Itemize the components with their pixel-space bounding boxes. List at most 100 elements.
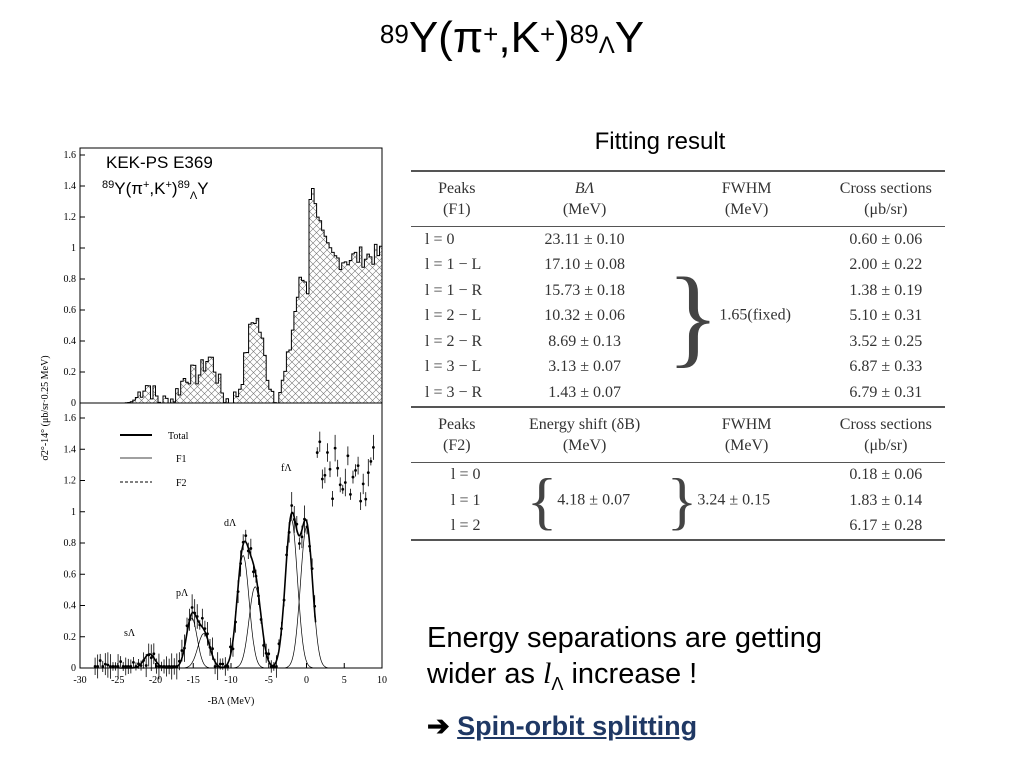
data-point [331,497,334,501]
upper-y-tick-label: 0.8 [64,274,77,285]
s1-xs-value: 0.60 ± 0.06 [849,230,923,248]
x-tick-label: -30 [73,675,86,686]
lower-y-tick-label: 0.4 [64,601,77,612]
upper-histogram [80,188,383,404]
data-point [354,468,357,472]
s1-peak: l = 1 − R [425,281,483,299]
data-point [167,665,171,668]
data-point [208,646,212,649]
data-point [216,664,220,668]
upper-y-tick-label: 0 [71,398,76,409]
data-point [170,665,174,668]
data-point [372,445,375,449]
legend-total: Total [168,431,189,442]
data-point [236,590,240,594]
data-point [252,570,255,574]
data-point [177,659,181,663]
lower-y-tick-label: 0.2 [64,632,77,643]
spectrum-figure: 1.6 1.4 1.2 1 0.8 0.6 0.4 0.2 0 1.6 1.4 1.2 1 0.8 0.6… [40,147,387,707]
s1-peak: l = 3 − R [425,383,483,401]
data-point [262,643,266,647]
x-tick-label: 5 [342,675,347,686]
data-point [318,440,322,444]
data-point [198,623,202,627]
data-point [274,665,278,668]
data-point [101,665,105,668]
data-point [359,499,363,503]
data-point [231,647,235,651]
s1-b-value: 17.10 ± 0.08 [544,256,625,274]
data-point [315,451,319,454]
data-point [341,487,345,491]
data-point [119,660,123,663]
upper-y-ticks: 1.6 1.4 1.2 1 0.8 0.6 0.4 0.2 0 [64,150,85,409]
data-point [264,651,268,655]
data-point [213,665,217,668]
data-point [244,534,248,538]
right-arrow-icon: ➔ [427,710,450,741]
data-point [126,665,130,668]
data-point [308,544,311,548]
s2-shift: {4.18 ± 0.07 [526,464,631,536]
data-point [203,627,207,631]
upper-y-tick-label: 0.2 [64,367,77,378]
data-point [200,616,204,620]
data-point [226,665,230,668]
data-point [172,665,176,668]
data-point [310,567,314,571]
s1-xs-value: 3.52 ± 0.25 [849,332,923,350]
data-point [272,665,276,668]
data-point [239,562,243,565]
s2-xs-value: 1.83 ± 0.14 [849,491,923,509]
data-point [211,647,214,651]
data-point [180,649,184,652]
lower-y-ticks: 1.6 1.4 1.2 1 0.8 0.6 0.4 0.2 0 [64,413,85,674]
data-point [313,604,317,608]
s1-xs-value: 5.10 ± 0.31 [849,307,923,325]
s1-b-value: 1.43 ± 0.07 [548,383,621,401]
data-point [149,656,153,660]
data-point [175,665,179,668]
data-point [193,611,197,615]
data-point [328,467,332,471]
data-point [351,475,355,479]
data-point [336,466,340,470]
x-tick-label: -5 [265,675,273,686]
lower-y-tick-label: 0.6 [64,569,77,580]
data-point [285,553,288,557]
data-point [269,665,273,668]
conclusion-text: Energy separations are getting wider as … [427,620,987,744]
data-point [195,615,199,618]
data-point [364,497,368,501]
lower-y-tick-label: 0.8 [64,538,77,549]
data-point [257,594,260,598]
peak-label-d: dΛ [224,518,237,529]
data-point [109,665,112,668]
s1-peak: l = 2 − R [425,332,483,350]
s2-peak: l = 2 [451,517,481,535]
conclusion-line-1: Energy separations are getting [427,622,822,654]
x-axis-label: -BΛ (MeV) [208,696,255,707]
s1-col-xs-header: Cross sections (μb/sr) [839,180,932,218]
lower-y-tick-label: 0 [71,663,76,674]
s1-b-value: 3.13 ± 0.07 [548,358,621,376]
data-point [221,662,225,666]
data-point [303,517,306,521]
data-point [259,618,263,621]
data-point [152,652,156,656]
inset-experiment-label: KEK-PS E369 [106,153,213,172]
s2-fwhm: }3.24 ± 0.15 [666,464,771,536]
s1-b-value: 10.32 ± 0.06 [544,307,625,325]
spin-orbit-link[interactable]: Spin-orbit splitting [457,710,698,741]
peak-label-s: sΛ [124,628,136,639]
s1-peak: l = 3 − L [425,358,482,376]
data-point [106,663,110,667]
data-point [295,522,299,526]
s1-col-peaks-header: Peaks (F1) [438,180,476,218]
s1-xs-value: 6.87 ± 0.33 [849,358,923,376]
data-point [157,665,161,668]
data-point [305,525,309,529]
data-point [323,473,327,477]
s2-peak: l = 1 [451,491,481,509]
data-point [116,665,120,668]
